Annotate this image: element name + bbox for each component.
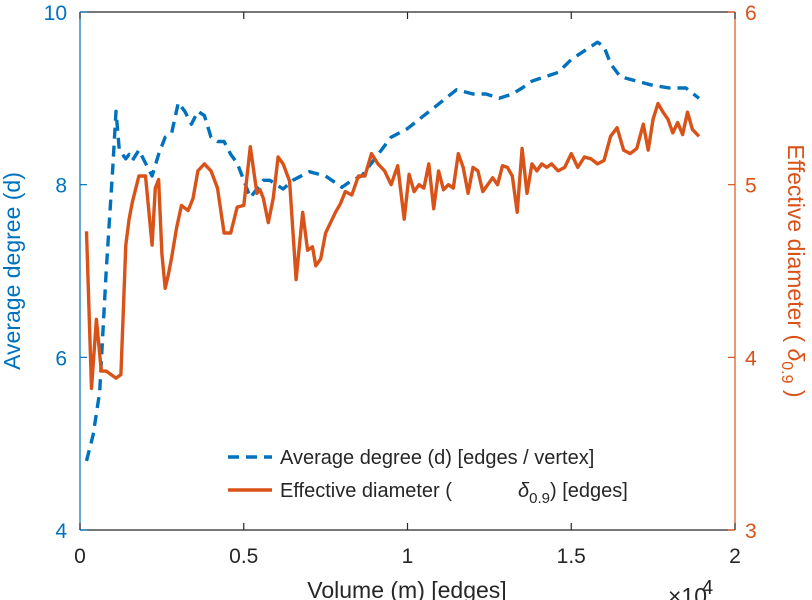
x-axis-multiplier-exponent: 4: [702, 577, 713, 599]
x-tick-label: 2: [729, 545, 741, 568]
legend-label-average-degree: Average degree (d) [edges / vertex]: [280, 447, 594, 469]
y-left-tick-label: 10: [44, 2, 67, 25]
legend: Average degree (d) [edges / vertex] Effec…: [228, 447, 628, 507]
series-line-effective-diameter: [87, 104, 700, 389]
y-right-tick-label: 3: [745, 520, 757, 543]
y-left-tick-label: 8: [55, 175, 67, 198]
legend-label-effective-diameter: Effective diameter (δ0.9) [edges]: [280, 480, 628, 507]
y-right-tick-label: 4: [745, 347, 757, 370]
series-line-average-degree: [87, 42, 700, 461]
x-tick-label: 0.5: [229, 545, 258, 568]
y-left-tick-label: 4: [55, 520, 67, 543]
y-left-tick-label: 6: [55, 347, 67, 370]
x-tick-label: 1.5: [557, 545, 586, 568]
x-axis-label: Volume (m) [edges]: [307, 577, 506, 600]
y-right-tick-label: 6: [745, 2, 757, 25]
series-layer: [87, 42, 700, 461]
y-left-axis-label: Average degree (d): [0, 172, 25, 370]
y-right-axis-label: Effective diameter ( δ0.9 ): [778, 144, 809, 397]
x-tick-label: 0: [74, 545, 86, 568]
y-right-tick-label: 5: [745, 175, 757, 198]
x-tick-label: 1: [402, 545, 414, 568]
